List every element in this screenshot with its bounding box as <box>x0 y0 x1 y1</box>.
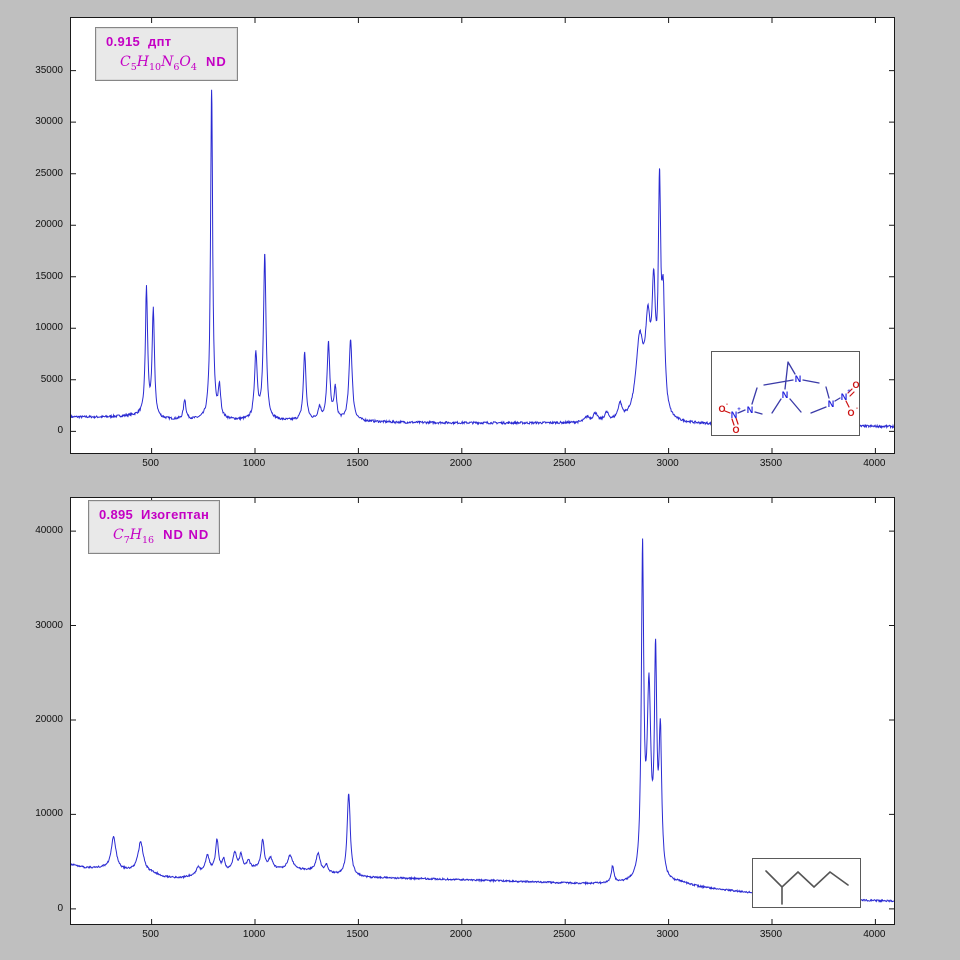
o-atom-label: O <box>847 408 854 418</box>
substance-name: Изогептан <box>141 507 210 522</box>
y-tick-label: 40000 <box>35 525 63 537</box>
y-tick-label: 5000 <box>40 373 63 385</box>
axis-tick-marks <box>71 18 894 453</box>
o-atom-label: O <box>852 380 859 390</box>
spectrum-panel-bottom: 0.895 Изогептан C7H16 ND ND 500 1000 1500 200… <box>0 480 960 960</box>
isoheptane-bonds <box>765 870 849 905</box>
x-tick-label: 3000 <box>656 458 679 469</box>
y-tick-label: 30000 <box>35 116 63 128</box>
x-tick-label: 1500 <box>346 929 369 940</box>
x-tick-label: 1000 <box>242 458 266 469</box>
molecule-inset-bottom <box>752 858 861 908</box>
x-tick-label: 4000 <box>863 929 886 940</box>
y-tick-label: 25000 <box>35 167 63 179</box>
nd-flag: ND ND <box>163 527 210 542</box>
nitro-n-label: N <box>731 410 738 420</box>
minus-charge: - <box>856 406 858 412</box>
n-atom-label: N <box>828 399 835 409</box>
match-title-top: 0.915 дпт <box>106 34 227 49</box>
x-tick-label: 500 <box>142 458 159 469</box>
substance-name: дпт <box>148 34 172 49</box>
x-tick-label: 1000 <box>242 929 266 940</box>
x-tick-label: 3500 <box>759 458 783 469</box>
o-atom-label: O <box>718 404 725 414</box>
spectrum-panel-top: 0.915 дпт C5H10N6O4 ND N N N N N <box>35 17 895 469</box>
plus-charge: + <box>737 407 741 413</box>
axes-box-bottom <box>70 497 895 925</box>
y-tick-label: 0 <box>57 902 63 914</box>
y-tick-label: 20000 <box>35 713 63 725</box>
match-formula-line-top: C5H10N6O4 ND <box>106 54 227 73</box>
x-tick-label: 2000 <box>449 458 472 469</box>
nitro-bonds <box>724 388 855 426</box>
match-score: 0.915 <box>106 34 141 49</box>
n-atom-label: N <box>782 390 789 400</box>
x-tick-label: 2500 <box>553 929 576 940</box>
n-atom-label: N <box>795 374 802 384</box>
plus-charge: + <box>847 389 851 395</box>
isoheptane-structure <box>765 870 849 905</box>
match-label-bottom: 0.895 Изогептан C7H16 ND ND <box>88 500 221 554</box>
x-tick-label: 3000 <box>656 929 679 940</box>
dpt-cage-bonds <box>737 361 841 415</box>
y-tick-label: 10000 <box>35 322 63 334</box>
x-tick-label: 3500 <box>759 929 783 940</box>
axis-tick-marks <box>71 498 894 924</box>
x-tick-label: 2000 <box>449 929 472 940</box>
dpt-structure: N N N N N N O O O O + - + - <box>718 361 859 435</box>
chemical-formula: C5H10N6O4 <box>120 54 197 73</box>
y-tick-label: 30000 <box>35 619 63 631</box>
match-title-bottom: 0.895 Изогептан <box>99 507 209 522</box>
y-tick-label: 35000 <box>35 64 63 76</box>
spectrum-trace <box>71 538 894 903</box>
x-tick-label: 500 <box>142 929 159 940</box>
nitro-n-label: N <box>841 392 848 402</box>
y-tick-label: 10000 <box>35 808 63 820</box>
molecule-inset-top: N N N N N N O O O O + - + - <box>711 351 860 436</box>
y-tick-label: 15000 <box>35 270 63 282</box>
o-atom-label: O <box>732 425 739 435</box>
y-tick-label: 0 <box>57 425 63 437</box>
n-atom-label: N <box>747 405 754 415</box>
match-label-top: 0.915 дпт C5H10N6O4 ND <box>95 27 238 81</box>
minus-charge: - <box>726 402 728 408</box>
x-tick-label: 1500 <box>346 458 369 469</box>
x-tick-label: 2500 <box>553 458 576 469</box>
match-formula-line-bottom: C7H16 ND ND <box>99 527 209 546</box>
match-score: 0.895 <box>99 507 134 522</box>
chemical-formula: C7H16 <box>113 527 155 546</box>
nd-flag: ND <box>205 54 227 69</box>
x-tick-label: 4000 <box>863 458 886 469</box>
y-tick-label: 20000 <box>35 219 63 231</box>
